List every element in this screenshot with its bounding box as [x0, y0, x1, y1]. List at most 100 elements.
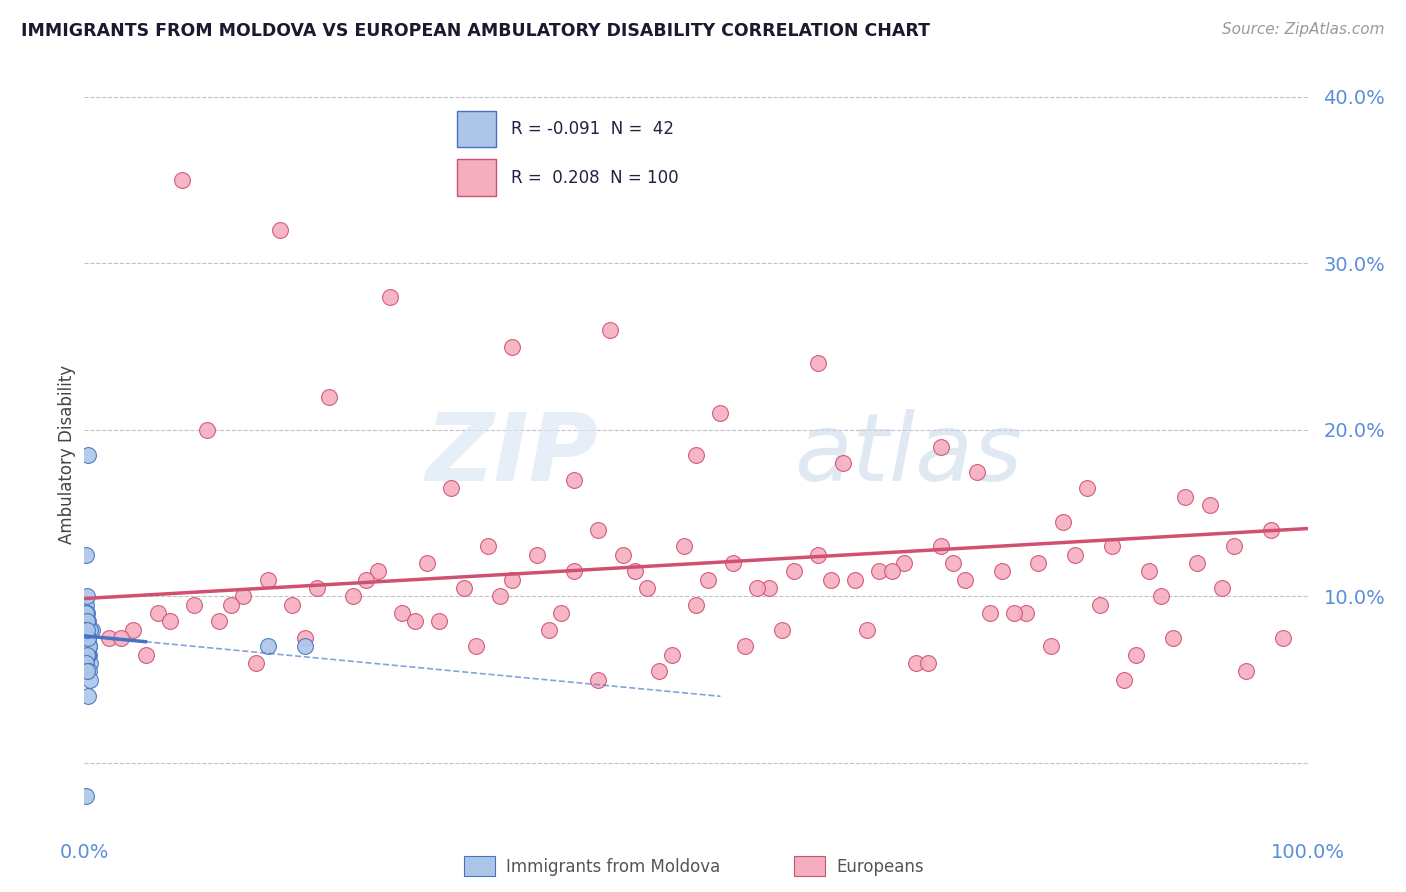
Point	[734, 640, 756, 654]
Point	[79, 623, 101, 637]
Point	[79, 673, 101, 687]
Point	[76, 640, 98, 654]
Point	[318, 390, 340, 404]
Point	[477, 540, 499, 554]
Point	[391, 606, 413, 620]
Point	[489, 590, 512, 604]
Point	[661, 648, 683, 662]
Point	[77, 665, 100, 679]
Point	[1052, 515, 1074, 529]
Point	[77, 631, 100, 645]
Point	[77, 448, 100, 462]
Point	[685, 598, 707, 612]
Y-axis label: Ambulatory Disability: Ambulatory Disability	[58, 366, 76, 544]
Point	[183, 598, 205, 612]
Point	[1028, 556, 1050, 570]
Point	[416, 556, 439, 570]
Point	[245, 656, 267, 670]
Text: atlas: atlas	[794, 409, 1022, 500]
Point	[599, 323, 621, 337]
Point	[844, 573, 866, 587]
Point	[586, 673, 609, 687]
Point	[1236, 665, 1258, 679]
Point	[80, 623, 103, 637]
Point	[257, 640, 280, 654]
Point	[122, 623, 145, 637]
Point	[929, 540, 952, 554]
Text: Source: ZipAtlas.com: Source: ZipAtlas.com	[1222, 22, 1385, 37]
Point	[709, 406, 731, 420]
Point	[624, 565, 647, 579]
Point	[75, 606, 97, 620]
Point	[1211, 581, 1233, 595]
Point	[195, 423, 218, 437]
Point	[1076, 481, 1098, 495]
Point	[538, 623, 561, 637]
Point	[75, 648, 97, 662]
Point	[502, 573, 524, 587]
Point	[208, 615, 231, 629]
Point	[991, 565, 1014, 579]
Point	[135, 648, 157, 662]
Point	[76, 590, 98, 604]
Point	[856, 623, 879, 637]
Point	[1260, 523, 1282, 537]
Point	[1150, 590, 1173, 604]
Point	[75, 623, 97, 637]
Point	[783, 565, 806, 579]
Point	[172, 173, 194, 187]
Point	[404, 615, 426, 629]
Point	[1272, 631, 1295, 645]
Point	[1088, 598, 1111, 612]
Text: Europeans: Europeans	[837, 858, 924, 876]
Point	[1101, 540, 1123, 554]
Point	[75, 615, 97, 629]
Point	[1161, 631, 1184, 645]
Point	[1002, 606, 1025, 620]
Point	[110, 631, 132, 645]
Point	[294, 631, 316, 645]
Point	[269, 223, 291, 237]
Point	[1223, 540, 1246, 554]
Point	[721, 556, 744, 570]
Point	[1064, 548, 1087, 562]
Point	[807, 356, 830, 370]
Point	[562, 473, 585, 487]
Point	[76, 615, 98, 629]
Point	[77, 631, 100, 645]
Point	[440, 481, 463, 495]
Point	[232, 590, 254, 604]
Point	[953, 573, 976, 587]
Point	[77, 648, 100, 662]
Point	[929, 440, 952, 454]
Point	[75, 548, 97, 562]
Point	[770, 623, 793, 637]
Point	[294, 640, 316, 654]
Point	[75, 606, 97, 620]
Point	[75, 656, 97, 670]
Point	[342, 590, 364, 604]
Point	[159, 615, 181, 629]
Point	[453, 581, 475, 595]
Point	[966, 465, 988, 479]
Point	[880, 565, 903, 579]
Point	[79, 656, 101, 670]
Point	[685, 448, 707, 462]
Point	[77, 648, 100, 662]
Point	[219, 598, 242, 612]
Point	[76, 648, 98, 662]
Point	[636, 581, 658, 595]
Point	[76, 631, 98, 645]
Point	[76, 648, 98, 662]
Point	[917, 656, 939, 670]
Point	[526, 548, 548, 562]
Point	[648, 665, 671, 679]
Point	[807, 548, 830, 562]
Point	[77, 631, 100, 645]
Point	[354, 573, 377, 587]
Point	[77, 640, 100, 654]
Point	[380, 290, 402, 304]
Point	[305, 581, 328, 595]
Point	[502, 340, 524, 354]
Point	[76, 623, 98, 637]
